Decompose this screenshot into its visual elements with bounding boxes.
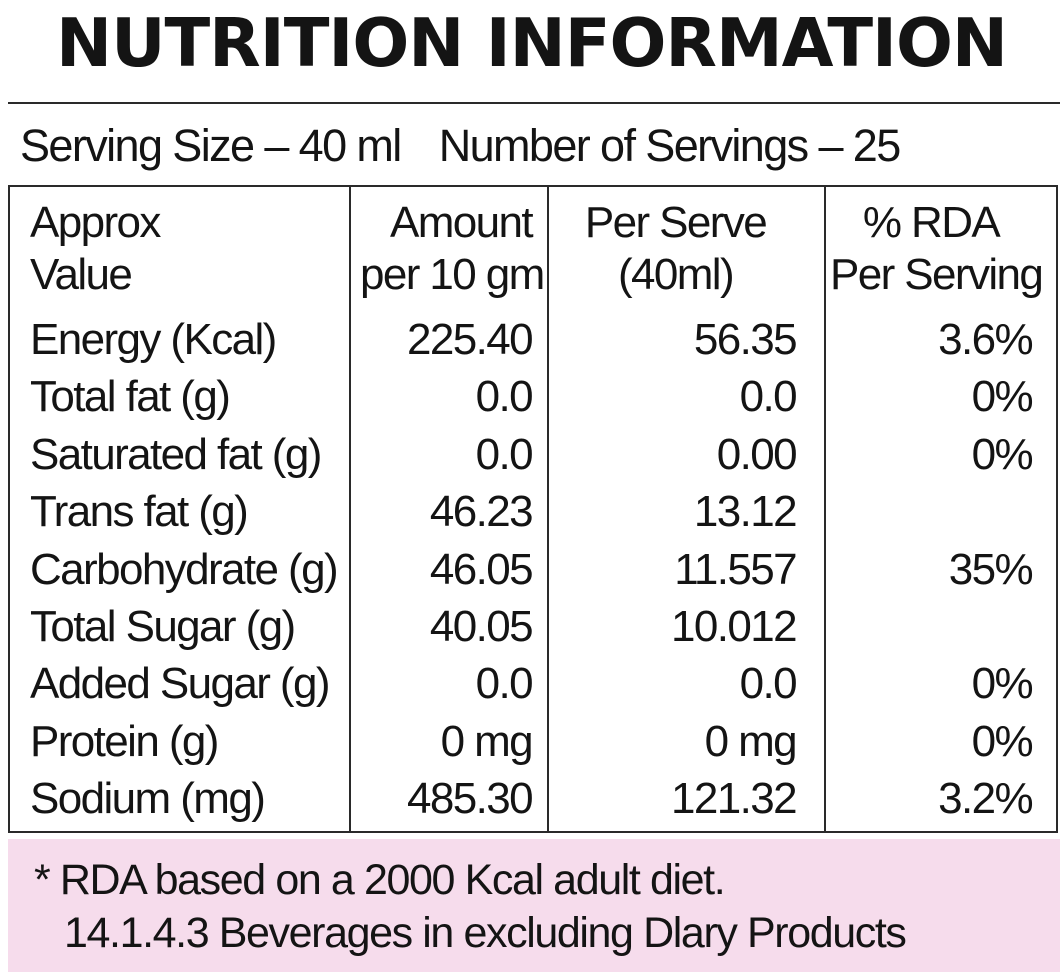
row-label: Carbohydrate (g)	[30, 544, 339, 594]
row-label: Total Sugar (g)	[30, 601, 296, 651]
rda-cell: 0%	[971, 659, 1034, 709]
row-label: Trans fat (g)	[30, 487, 249, 537]
amount-cell: 40.05	[429, 601, 534, 651]
serving-size: Serving Size – 40 ml	[20, 120, 402, 171]
per-serve-cell: 121.32	[671, 774, 798, 824]
per-serve-cell: 56.35	[693, 315, 798, 364]
category-footnote: 14.1.4.3 Beverages in excluding Dlary Pr…	[64, 909, 907, 957]
row-label: Sodium (mg)	[30, 774, 266, 824]
rda-footnote: * RDA based on a 2000 Kcal adult diet.	[34, 856, 726, 904]
amount-cell: 0 mg	[440, 716, 534, 766]
amount-cell: 485.30	[407, 774, 534, 824]
header-cell: Amount	[389, 198, 534, 247]
rda-cell: 3.2%	[938, 774, 1033, 824]
row-label: Energy (Kcal)	[30, 315, 277, 364]
per-serve-cell: 10.012	[671, 601, 798, 651]
title-divider	[8, 102, 1060, 104]
rda-cell: 3.6%	[938, 315, 1033, 364]
column-divider	[547, 187, 549, 831]
nutrition-table: Approx Value Energy (Kcal) Total fat (g)…	[8, 185, 1058, 833]
amount-cell: 46.23	[429, 487, 534, 537]
per-serve-cell: 11.557	[674, 544, 797, 594]
per-serve-cell: 0.0	[739, 372, 798, 422]
header-cell: per 10 gm	[360, 250, 545, 299]
amount-cell: 0.0	[475, 659, 534, 709]
amount-cell: 0.0	[475, 429, 534, 479]
column-rda-per-serving: % RDA Per Serving 3.6% 0% 0% 35% 0% 0% 3…	[830, 197, 1044, 828]
rda-cell	[830, 598, 1032, 655]
column-divider	[824, 187, 826, 831]
header-cell: Value	[30, 250, 133, 299]
amount-cell: 46.05	[429, 544, 534, 594]
rda-cell: 0%	[971, 429, 1034, 479]
rda-cell	[830, 483, 1032, 540]
per-serve-cell: 13.12	[693, 487, 798, 537]
row-label: Added Sugar (g)	[30, 659, 330, 709]
per-serve-cell: 0 mg	[704, 716, 798, 766]
column-approx-value: Approx Value Energy (Kcal) Total fat (g)…	[30, 197, 360, 828]
header-cell: Per Serving	[830, 250, 1044, 299]
amount-cell: 0.0	[475, 372, 534, 422]
row-label: Saturated fat (g)	[30, 429, 322, 479]
header-cell: % RDA	[862, 198, 1001, 247]
serving-info: Serving Size – 40 ml Number of Servings –…	[20, 114, 902, 178]
per-serve-cell: 0.0	[739, 659, 798, 709]
per-serve-cell: 0.00	[716, 429, 798, 479]
header-cell: Approx	[30, 198, 161, 247]
rda-cell: 0%	[971, 372, 1034, 422]
row-label: Total fat (g)	[30, 372, 231, 422]
rda-cell: 35%	[948, 544, 1034, 594]
row-label: Protein (g)	[30, 716, 219, 766]
footnote-panel: * RDA based on a 2000 Kcal adult diet. 1…	[8, 839, 1060, 972]
column-divider	[349, 187, 351, 831]
label-title: NUTRITION INFORMATION	[56, 4, 1008, 82]
header-cell: Per Serve	[584, 198, 768, 247]
rda-cell: 0%	[971, 716, 1034, 766]
servings-count: Number of Servings – 25	[438, 120, 902, 171]
column-amount-per-10gm: Amount per 10 gm 225.40 0.0 0.0 46.23 46…	[360, 197, 545, 828]
column-per-serve: Per Serve (40ml) 56.35 0.0 0.00 13.12 11…	[555, 197, 798, 828]
header-cell: (40ml)	[617, 250, 735, 299]
amount-cell: 225.40	[407, 315, 534, 364]
